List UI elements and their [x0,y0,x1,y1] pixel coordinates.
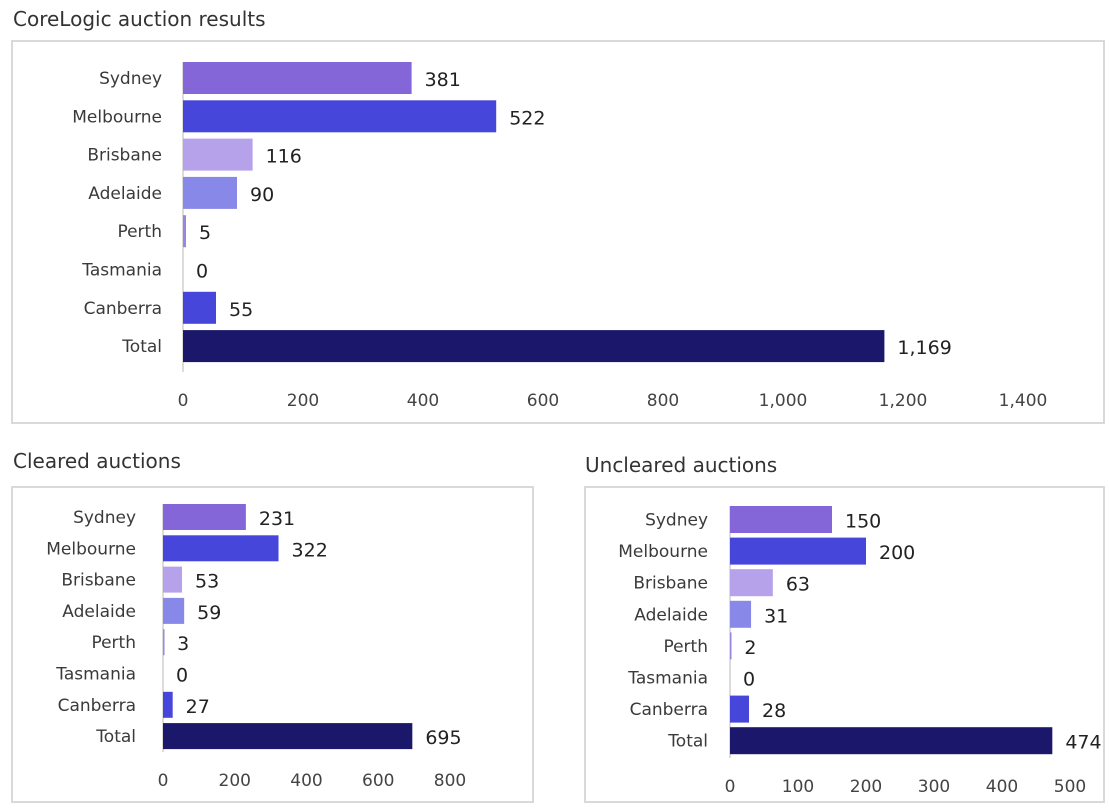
bar-sydney [163,504,246,530]
category-label-sydney: Sydney [73,508,136,528]
chart-cleared: Sydney 231 Melbourne 322 Brisbane 53 Adelaide 5… [46,504,466,791]
data-label-sydney: 381 [425,69,461,91]
chart-panel-auction-results: Sydney 381 Melbourne 522 Brisbane 116 Adelaide… [11,40,1105,424]
category-label-adelaide: Adelaide [62,602,136,622]
category-label-melbourne: Melbourne [72,107,162,127]
bar-adelaide [163,597,185,624]
x-tick-label: 1,200 [879,391,928,411]
data-label-melbourne: 322 [292,539,328,561]
category-label-brisbane: Brisbane [87,146,162,166]
data-label-adelaide: 59 [197,602,221,624]
bar-adelaide [730,600,752,628]
bar-sydney [730,506,832,533]
bar-perth [163,629,165,656]
x-tick-label: 1,000 [759,391,808,411]
chart-panel-cleared: Sydney 231 Melbourne 322 Brisbane 53 Adelaide 5… [11,486,534,803]
data-label-perth: 3 [177,633,189,655]
data-label-adelaide: 31 [764,605,788,627]
x-tick-label: 600 [527,391,559,411]
bar-melbourne [183,100,497,133]
category-label-brisbane: Brisbane [61,571,136,591]
chart-title-uncleared: Uncleared auctions [585,453,778,477]
x-tick-label: 200 [287,391,319,411]
x-tick-label: 0 [178,391,189,411]
category-label-melbourne: Melbourne [618,542,708,562]
category-label-brisbane: Brisbane [633,574,708,594]
data-label-sydney: 150 [845,511,881,533]
bar-sydney [183,62,412,94]
data-label-tasmania: 0 [196,261,208,283]
x-tick-label: 800 [647,391,679,411]
x-tick-label: 1,400 [999,391,1048,411]
bar-total [163,723,413,750]
bar-adelaide [183,176,237,209]
category-label-perth: Perth [663,637,708,657]
x-tick-label: 800 [434,771,466,791]
x-tick-label: 400 [290,771,322,791]
category-label-canberra: Canberra [630,700,708,720]
data-label-canberra: 27 [186,696,210,718]
bar-canberra [183,291,216,324]
x-tick-label: 100 [782,777,814,797]
bar-canberra [163,691,173,718]
bar-total [183,330,885,363]
x-tick-label: 400 [986,777,1018,797]
data-label-total: 474 [1065,732,1101,754]
bar-brisbane [183,138,253,171]
data-label-melbourne: 522 [509,107,545,129]
data-label-melbourne: 200 [879,542,915,564]
data-label-total: 1,169 [897,337,951,359]
bar-perth [730,632,732,660]
chart-title-auction-results: CoreLogic auction results [13,7,266,31]
bar-melbourne [730,537,866,565]
data-label-brisbane: 53 [195,571,219,593]
data-label-perth: 5 [199,222,211,244]
category-label-total: Total [667,732,708,752]
x-tick-label: 400 [407,391,439,411]
data-label-canberra: 28 [762,700,786,722]
category-label-total: Total [95,727,136,747]
data-label-sydney: 231 [259,508,295,530]
data-label-canberra: 55 [229,299,253,321]
category-label-tasmania: Tasmania [55,665,136,685]
category-label-tasmania: Tasmania [81,261,162,281]
category-label-perth: Perth [117,222,162,242]
category-label-perth: Perth [91,633,136,653]
category-label-tasmania: Tasmania [627,669,708,689]
bar-perth [183,215,186,248]
bar-brisbane [730,569,773,597]
x-tick-label: 500 [1054,777,1086,797]
data-label-brisbane: 63 [786,574,810,596]
category-label-adelaide: Adelaide [634,605,708,625]
x-tick-label: 0 [725,777,736,797]
category-label-melbourne: Melbourne [46,539,136,559]
chart-auction-results: Sydney 381 Melbourne 522 Brisbane 116 Adelaide… [72,62,1048,411]
bar-canberra [730,695,750,723]
data-label-tasmania: 0 [743,669,755,691]
category-label-adelaide: Adelaide [88,184,162,204]
chart-panel-uncleared: Sydney 150 Melbourne 200 Brisbane 63 Adelaide 3… [584,486,1105,803]
data-label-brisbane: 116 [266,146,302,168]
data-label-adelaide: 90 [250,184,274,206]
x-tick-label: 600 [362,771,394,791]
bar-total [730,727,1053,755]
category-label-sydney: Sydney [99,69,162,89]
bar-melbourne [163,535,279,562]
category-label-sydney: Sydney [645,511,708,531]
data-label-tasmania: 0 [176,665,188,687]
chart-title-cleared: Cleared auctions [13,449,181,473]
data-label-perth: 2 [744,637,756,659]
x-tick-label: 0 [158,771,169,791]
category-label-canberra: Canberra [58,696,136,716]
x-tick-label: 300 [918,777,950,797]
x-tick-label: 200 [850,777,882,797]
data-label-total: 695 [425,727,461,749]
category-label-total: Total [121,337,162,357]
x-tick-label: 200 [219,771,251,791]
bar-brisbane [163,566,183,593]
category-label-canberra: Canberra [84,299,162,319]
